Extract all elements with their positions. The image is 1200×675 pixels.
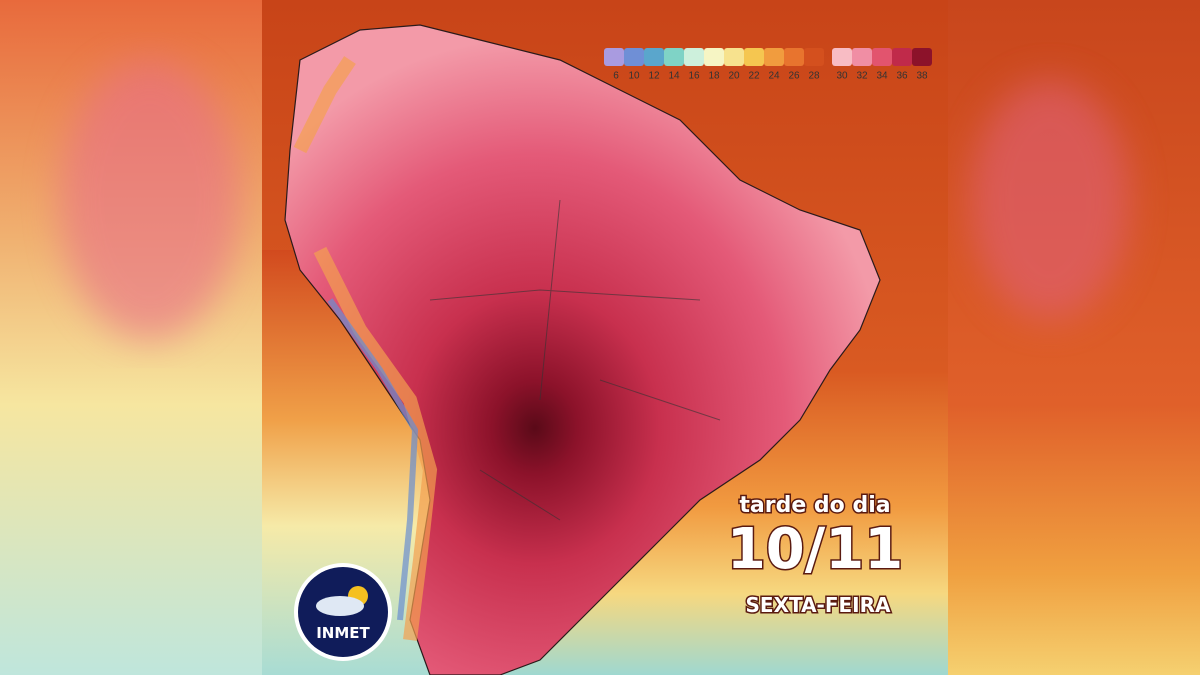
legend-label: 38	[916, 71, 928, 82]
legend-label: 30	[836, 71, 848, 82]
legend-swatch	[852, 48, 872, 66]
legend-label: 26	[788, 71, 800, 82]
legend-swatch	[644, 48, 664, 66]
caption-date: 10/11	[727, 517, 903, 582]
legend-swatch	[664, 48, 684, 66]
south-america	[284, 24, 881, 675]
legend-label: 34	[876, 71, 888, 82]
legend-swatch	[872, 48, 892, 66]
logo-text: INMET	[316, 624, 370, 642]
legend-label: 32	[856, 71, 868, 82]
legend-swatch	[832, 48, 852, 66]
legend-label: 18	[708, 71, 720, 82]
andes-peaks	[327, 298, 419, 621]
legend-swatch	[784, 48, 804, 66]
legend-label: 20	[728, 71, 740, 82]
legend-swatch	[604, 48, 624, 66]
legend-label: 10	[628, 71, 640, 82]
inmet-logo: INMET	[294, 563, 392, 661]
blur-shapes	[60, 60, 1130, 340]
legend-swatch	[704, 48, 724, 66]
legend-label: 24	[768, 71, 780, 82]
legend-label: 28	[808, 71, 820, 82]
legend-label: 16	[688, 71, 700, 82]
legend-swatch	[804, 48, 824, 66]
legend-swatch	[744, 48, 764, 66]
borders	[429, 199, 721, 521]
logo-cloud	[316, 596, 364, 616]
andes	[293, 56, 438, 641]
legend-label: 22	[748, 71, 760, 82]
legend-swatch	[892, 48, 912, 66]
legend-swatch	[764, 48, 784, 66]
legend-swatch	[684, 48, 704, 66]
caption-line: tarde do dia	[739, 493, 890, 518]
legend-label: 6	[613, 71, 619, 82]
legend-swatch	[912, 48, 932, 66]
legend-swatch	[724, 48, 744, 66]
legend: 6 10 12 14 16 18 20 22 24 26 28 30 32 34 36 38	[604, 48, 932, 82]
legend-label: 12	[648, 71, 660, 82]
legend-label: 36	[896, 71, 908, 82]
caption-weekday: SEXTA-FEIRA	[746, 593, 892, 617]
legend-swatch	[624, 48, 644, 66]
legend-label: 14	[668, 71, 680, 82]
